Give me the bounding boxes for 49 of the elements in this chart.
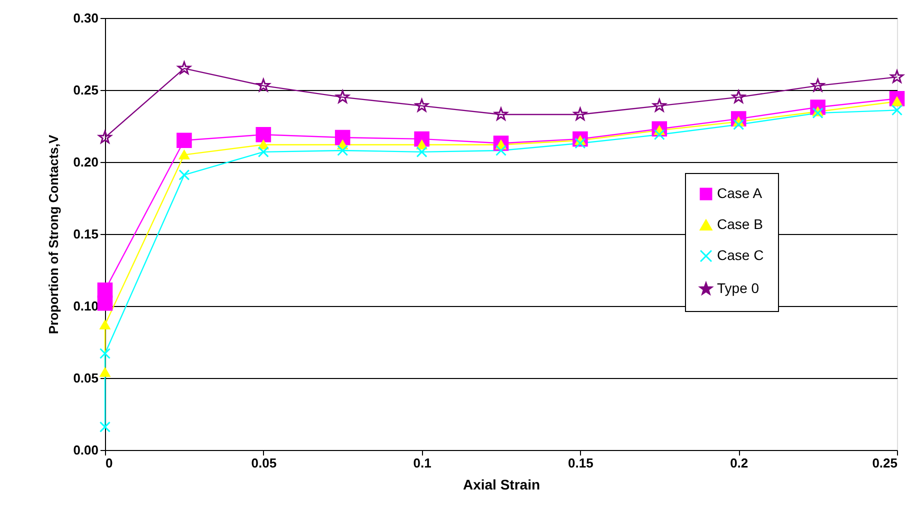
- point: [892, 104, 902, 116]
- point: [337, 144, 348, 156]
- y-tick-label: 0.05: [73, 370, 98, 386]
- legend-label: Case B: [717, 216, 763, 232]
- y-tick-label: 0.15: [73, 226, 98, 242]
- point: [100, 348, 110, 360]
- y-axis-title: Proportion of Strong Contacts,V: [46, 134, 62, 334]
- y-tick-label: 0.10: [73, 298, 98, 314]
- point: [98, 130, 112, 144]
- point: [256, 78, 270, 92]
- point: [256, 127, 272, 142]
- point: [811, 78, 825, 92]
- legend-label: Case A: [717, 185, 763, 201]
- point: [733, 119, 744, 130]
- point: [415, 98, 429, 112]
- point: [732, 90, 746, 104]
- point: [890, 70, 904, 83]
- x-tick-label: 0.1: [413, 456, 432, 470]
- point: [812, 108, 824, 119]
- point: [416, 146, 428, 158]
- point: [573, 107, 587, 120]
- legend-label: Type 0: [717, 280, 760, 296]
- x-tick-label: 0.2: [730, 456, 748, 470]
- x-tick-label: 0.25: [872, 456, 898, 470]
- y-tick-label: 0.00: [73, 442, 98, 458]
- point: [176, 132, 192, 148]
- point: [178, 169, 190, 180]
- point: [258, 140, 269, 150]
- point: [416, 140, 428, 150]
- point: [177, 61, 191, 74]
- point: [496, 144, 506, 156]
- point: [652, 98, 666, 112]
- x-tick-label: 0: [106, 456, 113, 470]
- point: [100, 421, 110, 432]
- point: [258, 146, 269, 158]
- point: [494, 107, 508, 120]
- y-tick-label: 0.20: [73, 154, 98, 170]
- point: [97, 282, 113, 298]
- point: [100, 320, 110, 330]
- y-tick-label: 0.30: [73, 10, 98, 26]
- legend-label: Case C: [717, 247, 764, 263]
- point: [654, 129, 665, 140]
- point: [336, 90, 350, 104]
- point: [100, 368, 110, 377]
- x-axis-title: Axial Strain: [462, 476, 540, 492]
- x-tick-label: 0.05: [251, 456, 277, 470]
- x-tick-label: 0.15: [568, 456, 594, 470]
- point: [178, 150, 190, 160]
- y-tick-label: 0.25: [73, 82, 98, 98]
